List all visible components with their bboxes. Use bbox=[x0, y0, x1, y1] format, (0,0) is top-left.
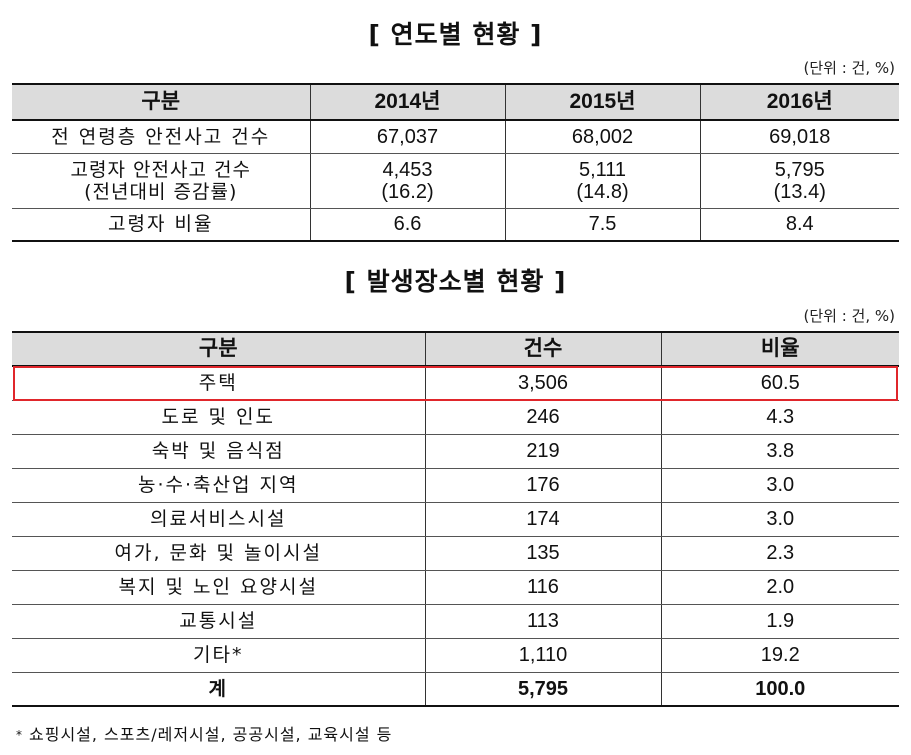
total-row: 계 5,795 100.0 bbox=[12, 671, 899, 707]
row-label: 전 연령층 안전사고 건수 bbox=[12, 119, 311, 154]
yearly-header-row: 구분 2014년 2015년 2016년 bbox=[12, 83, 899, 121]
count-cell: 116 bbox=[424, 569, 662, 605]
row-label: 고령자 안전사고 건수 bbox=[70, 158, 251, 181]
table-row: 의료서비스시설 174 3.0 bbox=[12, 501, 899, 537]
count-cell: 174 bbox=[424, 501, 662, 537]
value-cell: 67,037 bbox=[309, 119, 506, 154]
table-row: 교통시설 113 1.9 bbox=[12, 603, 899, 639]
value-change: (16.2) bbox=[381, 180, 434, 203]
table-row: 숙박 및 음식점 219 3.8 bbox=[12, 433, 899, 469]
count-cell: 219 bbox=[424, 433, 662, 469]
ratio-cell: 3.0 bbox=[660, 467, 899, 503]
location-table: 구분 건수 비율 주택 3,506 60.5 도로 및 인도 246 4.3 숙… bbox=[12, 331, 899, 707]
count-cell: 113 bbox=[424, 603, 662, 639]
row-label: 고령자 비율 bbox=[12, 207, 311, 242]
count-cell: 1,110 bbox=[424, 637, 662, 673]
yearly-header-2016: 2016년 bbox=[699, 83, 899, 121]
ratio-cell: 2.0 bbox=[660, 569, 899, 605]
table-row: 여가, 문화 및 놀이시설 135 2.3 bbox=[12, 535, 899, 571]
count-cell: 176 bbox=[424, 467, 662, 503]
value-cell: 6.6 bbox=[309, 207, 506, 242]
row-label: 기타* bbox=[12, 637, 426, 673]
row-label: 도로 및 인도 bbox=[12, 399, 426, 435]
location-header-row: 구분 건수 비율 bbox=[12, 331, 899, 367]
yearly-header-2014: 2014년 bbox=[309, 83, 506, 121]
table-row: 고령자 비율 6.6 7.5 8.4 bbox=[12, 207, 899, 242]
ratio-cell: 1.9 bbox=[660, 603, 899, 639]
ratio-cell: 3.0 bbox=[660, 501, 899, 537]
value-cell: 4,453 (16.2) bbox=[309, 152, 506, 209]
value-cell: 69,018 bbox=[699, 119, 899, 154]
row-label: 여가, 문화 및 놀이시설 bbox=[12, 535, 426, 571]
count-cell: 246 bbox=[424, 399, 662, 435]
value-change: (13.4) bbox=[773, 180, 826, 203]
row-label: 의료서비스시설 bbox=[12, 501, 426, 537]
table-row: 복지 및 노인 요양시설 116 2.0 bbox=[12, 569, 899, 605]
yearly-header-2015: 2015년 bbox=[504, 83, 701, 121]
location-unit-note: (단위 : 건, %) bbox=[803, 307, 895, 325]
total-count: 5,795 bbox=[424, 671, 662, 707]
ratio-cell: 60.5 bbox=[660, 365, 899, 401]
value-cell: 8.4 bbox=[699, 207, 899, 242]
footnote-marker: * bbox=[16, 728, 23, 742]
location-header-category: 구분 bbox=[12, 331, 426, 367]
footnote-text: 쇼핑시설, 스포츠/레저시설, 공공시설, 교육시설 등 bbox=[29, 725, 393, 744]
row-sub-label: (전년대비 증감률) bbox=[84, 180, 238, 203]
row-label: 교통시설 bbox=[12, 603, 426, 639]
ratio-cell: 4.3 bbox=[660, 399, 899, 435]
location-header-count: 건수 bbox=[424, 331, 662, 367]
value-cell: 68,002 bbox=[504, 119, 701, 154]
value-cell: 5,111 (14.8) bbox=[504, 152, 701, 209]
location-header-ratio: 비율 bbox=[660, 331, 899, 367]
value-count: 5,111 bbox=[578, 158, 627, 181]
ratio-cell: 2.3 bbox=[660, 535, 899, 571]
row-label: 주택 bbox=[12, 365, 426, 401]
table-row: 고령자 안전사고 건수 (전년대비 증감률) 4,453 (16.2) 5,11… bbox=[12, 152, 899, 209]
row-label-cell: 고령자 안전사고 건수 (전년대비 증감률) bbox=[12, 152, 311, 209]
value-cell: 7.5 bbox=[504, 207, 701, 242]
location-section-title: [ 발생장소별 현황 ] bbox=[344, 267, 567, 296]
table-row: 도로 및 인도 246 4.3 bbox=[12, 399, 899, 435]
yearly-unit-note: (단위 : 건, %) bbox=[803, 59, 895, 77]
ratio-cell: 19.2 bbox=[660, 637, 899, 673]
table-row: 주택 3,506 60.5 bbox=[12, 365, 899, 401]
value-cell: 5,795 (13.4) bbox=[699, 152, 899, 209]
yearly-section-title: [ 연도별 현황 ] bbox=[368, 20, 543, 49]
value-count: 5,795 bbox=[774, 158, 825, 181]
value-count: 4,453 bbox=[382, 158, 433, 181]
yearly-table: 구분 2014년 2015년 2016년 전 연령층 안전사고 건수 67,03… bbox=[12, 83, 899, 242]
table-row: 농·수·축산업 지역 176 3.0 bbox=[12, 467, 899, 503]
count-cell: 135 bbox=[424, 535, 662, 571]
table-row: 전 연령층 안전사고 건수 67,037 68,002 69,018 bbox=[12, 119, 899, 154]
value-change: (14.8) bbox=[576, 180, 629, 203]
ratio-cell: 3.8 bbox=[660, 433, 899, 469]
row-label: 숙박 및 음식점 bbox=[12, 433, 426, 469]
row-label: 농·수·축산업 지역 bbox=[12, 467, 426, 503]
count-cell: 3,506 bbox=[424, 365, 662, 401]
table-row: 기타* 1,110 19.2 bbox=[12, 637, 899, 673]
yearly-header-category: 구분 bbox=[12, 83, 311, 121]
row-label: 복지 및 노인 요양시설 bbox=[12, 569, 426, 605]
total-ratio: 100.0 bbox=[660, 671, 899, 707]
footnote: * 쇼핑시설, 스포츠/레저시설, 공공시설, 교육시설 등 bbox=[16, 725, 392, 745]
total-label: 계 bbox=[12, 671, 426, 707]
